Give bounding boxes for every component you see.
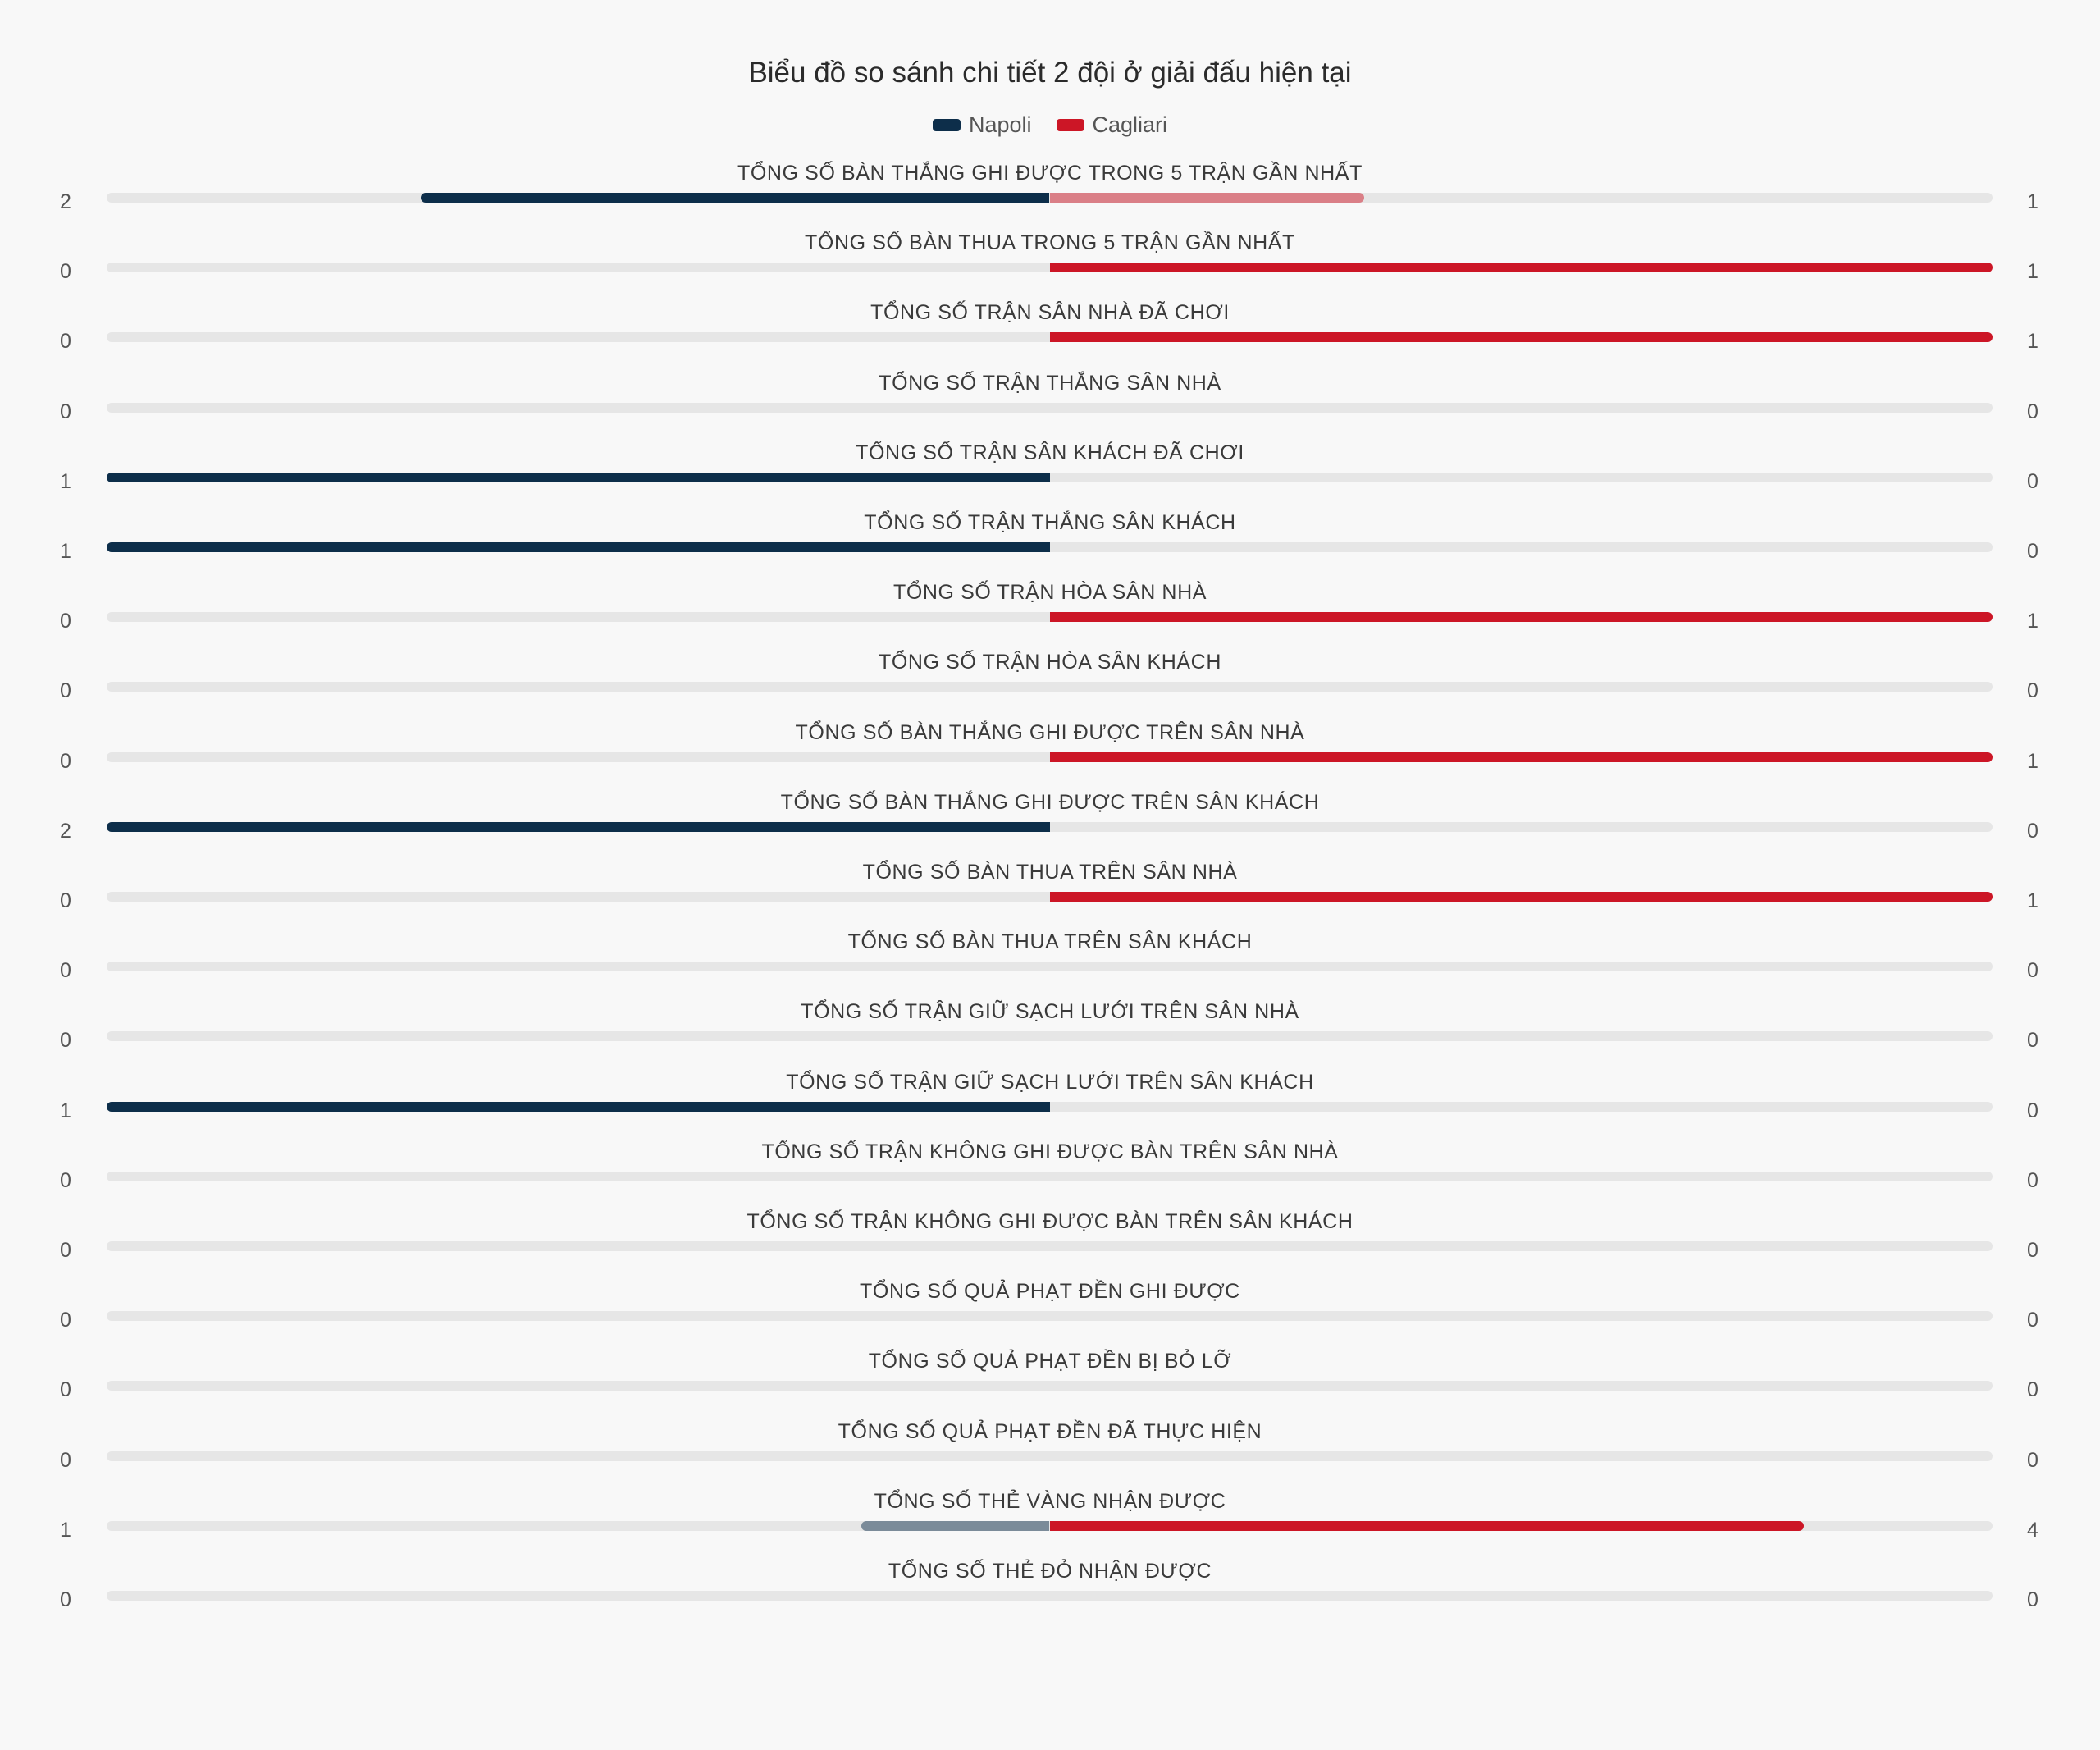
value-cagliari: 0 (2027, 540, 2038, 563)
row-label: TỔNG SỐ TRẬN KHÔNG GHI ĐƯỢC BÀN TRÊN SÂN… (746, 1210, 1354, 1233)
bar-napoli[interactable] (107, 822, 1050, 832)
row-label: TỔNG SỐ BÀN THUA TRÊN SÂN KHÁCH (847, 930, 1253, 953)
bar-napoli[interactable] (107, 473, 1050, 482)
value-cagliari: 1 (2027, 260, 2038, 283)
value-napoli: 2 (60, 820, 71, 843)
bar-track (107, 1031, 1993, 1041)
row-label: TỔNG SỐ TRẬN GIỮ SẠCH LƯỚI TRÊN SÂN KHÁC… (786, 1071, 1314, 1094)
row-label: TỔNG SỐ BÀN THUA TRONG 5 TRẬN GẦN NHẤT (805, 231, 1295, 254)
value-napoli: 0 (60, 679, 71, 702)
legend: Napoli Cagliari (0, 108, 2100, 141)
value-cagliari: 0 (2027, 1169, 2038, 1192)
value-cagliari: 1 (2027, 190, 2038, 213)
value-napoli: 0 (60, 1449, 71, 1472)
value-napoli: 1 (60, 1099, 71, 1122)
legend-item-cagliari[interactable]: Cagliari (1056, 108, 1168, 141)
value-cagliari: 0 (2027, 1588, 2038, 1611)
value-napoli: 1 (60, 470, 71, 493)
value-napoli: 0 (60, 1309, 71, 1332)
value-napoli: 0 (60, 959, 71, 982)
value-napoli: 0 (60, 1169, 71, 1192)
value-napoli: 0 (60, 1378, 71, 1401)
row-label: TỔNG SỐ TRẬN SÂN KHÁCH ĐÃ CHƠI (856, 441, 1244, 464)
row-label: TỔNG SỐ TRẬN THẮNG SÂN KHÁCH (864, 511, 1236, 534)
bar-cagliari[interactable] (1049, 263, 1993, 272)
value-cagliari: 0 (2027, 1239, 2038, 1262)
value-cagliari: 0 (2027, 1378, 2038, 1401)
row-label: TỔNG SỐ THẺ VÀNG NHẬN ĐƯỢC (874, 1490, 1226, 1513)
value-cagliari: 0 (2027, 1029, 2038, 1052)
value-napoli: 2 (60, 190, 71, 213)
value-napoli: 0 (60, 330, 71, 353)
row-label: TỔNG SỐ TRẬN GIỮ SẠCH LƯỚI TRÊN SÂN NHÀ (801, 1000, 1299, 1023)
value-napoli: 1 (60, 540, 71, 563)
legend-label-cagliari: Cagliari (1092, 112, 1168, 137)
value-cagliari: 0 (2027, 679, 2038, 702)
value-napoli: 0 (60, 750, 71, 773)
value-napoli: 0 (60, 1239, 71, 1262)
bar-track (107, 1172, 1993, 1181)
row-label: TỔNG SỐ BÀN THUA TRÊN SÂN NHÀ (862, 861, 1238, 884)
bar-napoli[interactable] (421, 193, 1050, 203)
legend-swatch-cagliari (1056, 118, 1084, 131)
bar-cagliari[interactable] (1049, 612, 1993, 622)
bar-napoli[interactable] (861, 1521, 1050, 1531)
value-napoli: 0 (60, 400, 71, 423)
value-cagliari: 4 (2027, 1519, 2038, 1542)
value-cagliari: 0 (2027, 1449, 2038, 1472)
value-cagliari: 1 (2027, 750, 2038, 773)
row-label: TỔNG SỐ TRẬN THẮNG SÂN NHÀ (879, 372, 1221, 395)
legend-swatch-napoli (932, 118, 961, 131)
row-label: TỔNG SỐ TRẬN SÂN NHÀ ĐÃ CHƠI (870, 301, 1230, 324)
value-cagliari: 0 (2027, 820, 2038, 843)
bar-track (107, 1451, 1993, 1461)
row-label: TỔNG SỐ THẺ ĐỎ NHẬN ĐƯỢC (888, 1560, 1212, 1583)
bar-cagliari[interactable] (1049, 1521, 1805, 1531)
value-napoli: 0 (60, 889, 71, 912)
bar-napoli[interactable] (107, 1102, 1050, 1112)
bar-track (107, 403, 1993, 413)
value-cagliari: 0 (2027, 1309, 2038, 1332)
bar-track (107, 962, 1993, 971)
bar-cagliari[interactable] (1049, 193, 1364, 203)
bar-cagliari[interactable] (1049, 752, 1993, 762)
value-napoli: 1 (60, 1519, 71, 1542)
row-label: TỔNG SỐ TRẬN HÒA SÂN KHÁCH (879, 651, 1221, 674)
bar-track (107, 682, 1993, 692)
value-cagliari: 0 (2027, 959, 2038, 982)
value-cagliari: 0 (2027, 400, 2038, 423)
bar-cagliari[interactable] (1049, 892, 1993, 902)
value-napoli: 0 (60, 1029, 71, 1052)
legend-item-napoli[interactable]: Napoli (932, 108, 1032, 141)
value-napoli: 0 (60, 1588, 71, 1611)
chart-title: Biểu đồ so sánh chi tiết 2 đội ở giải đấ… (748, 57, 1352, 89)
row-label: TỔNG SỐ QUẢ PHẠT ĐỀN ĐÃ THỰC HIỆN (838, 1420, 1262, 1443)
row-label: TỔNG SỐ TRẬN KHÔNG GHI ĐƯỢC BÀN TRÊN SÂN… (761, 1140, 1339, 1163)
value-napoli: 0 (60, 260, 71, 283)
bar-track (107, 1591, 1993, 1601)
value-napoli: 0 (60, 610, 71, 633)
legend-label-napoli: Napoli (968, 112, 1032, 137)
value-cagliari: 0 (2027, 470, 2038, 493)
value-cagliari: 1 (2027, 330, 2038, 353)
row-label: TỔNG SỐ QUẢ PHẠT ĐỀN BỊ BỎ LỠ (868, 1350, 1232, 1373)
value-cagliari: 1 (2027, 889, 2038, 912)
bar-track (107, 1241, 1993, 1251)
bar-track (107, 1381, 1993, 1391)
row-label: TỔNG SỐ TRẬN HÒA SÂN NHÀ (892, 581, 1208, 604)
row-label: TỔNG SỐ BÀN THẮNG GHI ĐƯỢC TRÊN SÂN KHÁC… (780, 791, 1320, 814)
bar-napoli[interactable] (107, 542, 1050, 552)
value-cagliari: 1 (2027, 610, 2038, 633)
row-label: TỔNG SỐ QUẢ PHẠT ĐỀN GHI ĐƯỢC (860, 1280, 1240, 1303)
row-label: TỔNG SỐ BÀN THẮNG GHI ĐƯỢC TRONG 5 TRẬN … (737, 162, 1363, 185)
row-label: TỔNG SỐ BÀN THẮNG GHI ĐƯỢC TRÊN SÂN NHÀ (795, 721, 1305, 744)
value-cagliari: 0 (2027, 1099, 2038, 1122)
bar-track (107, 1311, 1993, 1321)
bar-cagliari[interactable] (1049, 332, 1993, 342)
